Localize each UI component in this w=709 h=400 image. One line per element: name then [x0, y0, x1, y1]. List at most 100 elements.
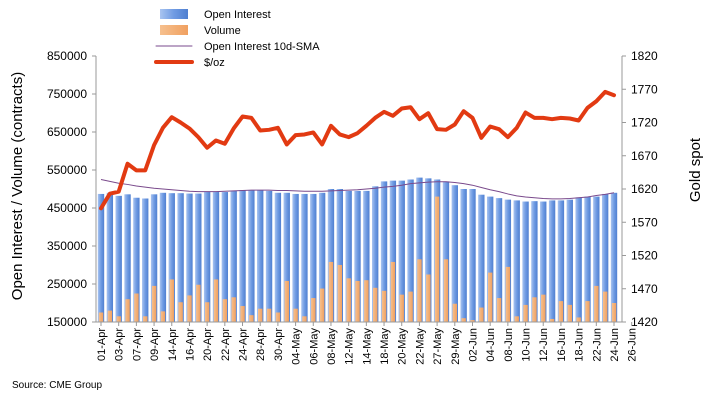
- x-tick-label: 04-Jun: [485, 328, 497, 362]
- volume-bar: [541, 294, 546, 322]
- open-interest-bar: [363, 190, 370, 322]
- open-interest-bar: [584, 196, 591, 322]
- open-interest-bar: [177, 193, 184, 322]
- x-tick-label: 30-Apr: [273, 328, 285, 361]
- volume-bar: [514, 316, 519, 322]
- volume-bar: [576, 317, 581, 322]
- open-interest-bar: [575, 197, 582, 322]
- y-tick-label-right: 1470: [631, 282, 658, 296]
- y-tick-label-right: 1520: [631, 249, 658, 263]
- volume-bar: [151, 285, 157, 322]
- open-interest-bar: [593, 196, 600, 322]
- y-tick-label-left: 850000: [47, 49, 87, 63]
- open-interest-bar: [168, 193, 175, 322]
- volume-bar: [302, 316, 307, 322]
- open-interest-bar: [416, 177, 423, 322]
- volume-bar: [390, 261, 396, 322]
- volume-bar: [346, 278, 351, 322]
- volume-bar: [523, 304, 528, 322]
- x-tick-label: 24-Jun: [609, 328, 621, 362]
- open-interest-bar: [115, 195, 122, 322]
- volume-bar: [487, 272, 493, 322]
- open-interest-bar: [486, 196, 494, 322]
- volume-bar: [505, 266, 511, 322]
- y-tick-label-right: 1820: [631, 49, 658, 63]
- volume-bar: [204, 302, 210, 322]
- open-interest-bar: [460, 189, 467, 322]
- volume-bar: [284, 280, 289, 322]
- legend-label: Open Interest 10d-SMA: [204, 41, 320, 53]
- open-interest-bar: [221, 192, 229, 322]
- x-tick-label: 01-Apr: [96, 328, 108, 361]
- open-interest-bar: [186, 193, 193, 322]
- volume-bar: [381, 290, 387, 322]
- gold-price-line: [99, 89, 616, 211]
- open-interest-bar: [566, 199, 573, 322]
- x-tick-label: 29-May: [450, 328, 462, 365]
- open-interest-bar: [504, 199, 512, 322]
- legend: Open Interest Volume Open Interest 10d-SMA…: [154, 9, 320, 69]
- open-interest-bar: [478, 194, 485, 322]
- open-interest-bar: [150, 194, 158, 322]
- volume-bar: [532, 297, 537, 322]
- open-interest-bar: [257, 190, 264, 322]
- volume-bar: [567, 304, 572, 322]
- x-tick-label: 06-May: [308, 328, 320, 365]
- open-interest-bar: [106, 192, 114, 322]
- volume-bar: [602, 291, 608, 322]
- volume-bar: [116, 316, 121, 322]
- open-interest-bar: [336, 189, 343, 322]
- x-tick-label: 14-Apr: [167, 328, 179, 361]
- open-interest-bar: [248, 190, 255, 322]
- volume-bar: [461, 318, 466, 322]
- volume-bar: [249, 315, 254, 322]
- volume-bar: [364, 280, 369, 322]
- volume-bar: [372, 287, 378, 322]
- open-interest-bar: [310, 193, 317, 322]
- x-tick-label: 12-May: [344, 328, 356, 365]
- plot-lines: [99, 89, 616, 211]
- open-interest-bar: [495, 198, 503, 322]
- y-tick-label-left: 350000: [47, 239, 87, 253]
- volume-bar: [434, 196, 440, 322]
- open-interest-bar: [557, 200, 565, 322]
- open-interest-bar: [398, 180, 405, 322]
- x-tick-label: 02-Jun: [467, 328, 479, 362]
- volume-bar: [319, 288, 325, 322]
- x-tick-label: 12-Jun: [538, 328, 550, 362]
- open-interest-bar: [124, 194, 131, 322]
- x-tick-label: 03-Apr: [114, 328, 126, 361]
- open-interest-bar: [469, 189, 476, 322]
- x-tick-label: 18-May: [379, 328, 391, 365]
- open-interest-bar: [380, 181, 388, 322]
- volume-bar: [169, 279, 174, 322]
- x-tick-label: 18-Jun: [574, 328, 586, 362]
- open-interest-bar: [265, 190, 273, 322]
- open-interest-bar: [354, 190, 361, 322]
- open-interest-bar: [442, 181, 450, 322]
- volume-bar: [328, 261, 334, 322]
- volume-bar: [125, 299, 130, 322]
- volume-bar: [134, 293, 139, 322]
- volume-bar: [196, 284, 201, 322]
- y-tick-label-right: 1420: [631, 315, 658, 329]
- y-tick-label-left: 550000: [47, 163, 87, 177]
- legend-label: Volume: [204, 25, 241, 37]
- x-tick-label: 26-Jun: [627, 328, 639, 362]
- x-tick-label: 20-May: [397, 328, 409, 365]
- x-tick-label: 04-May: [291, 328, 303, 365]
- volume-bar: [213, 279, 219, 322]
- open-interest-bar: [212, 192, 220, 322]
- x-tick-label: 22-Jun: [591, 328, 603, 362]
- volume-bar: [496, 298, 502, 322]
- volume-bar: [98, 312, 104, 322]
- volume-bar: [549, 318, 555, 322]
- legend-swatch-open-interest: [160, 9, 188, 19]
- x-tick-label: 20-Apr: [202, 328, 214, 361]
- y-tick-label-right: 1570: [631, 215, 658, 229]
- open-interest-bar: [610, 192, 618, 322]
- volume-bar: [611, 303, 617, 322]
- volume-bar: [417, 259, 422, 322]
- volume-bar: [160, 311, 166, 322]
- volume-bar: [337, 265, 343, 322]
